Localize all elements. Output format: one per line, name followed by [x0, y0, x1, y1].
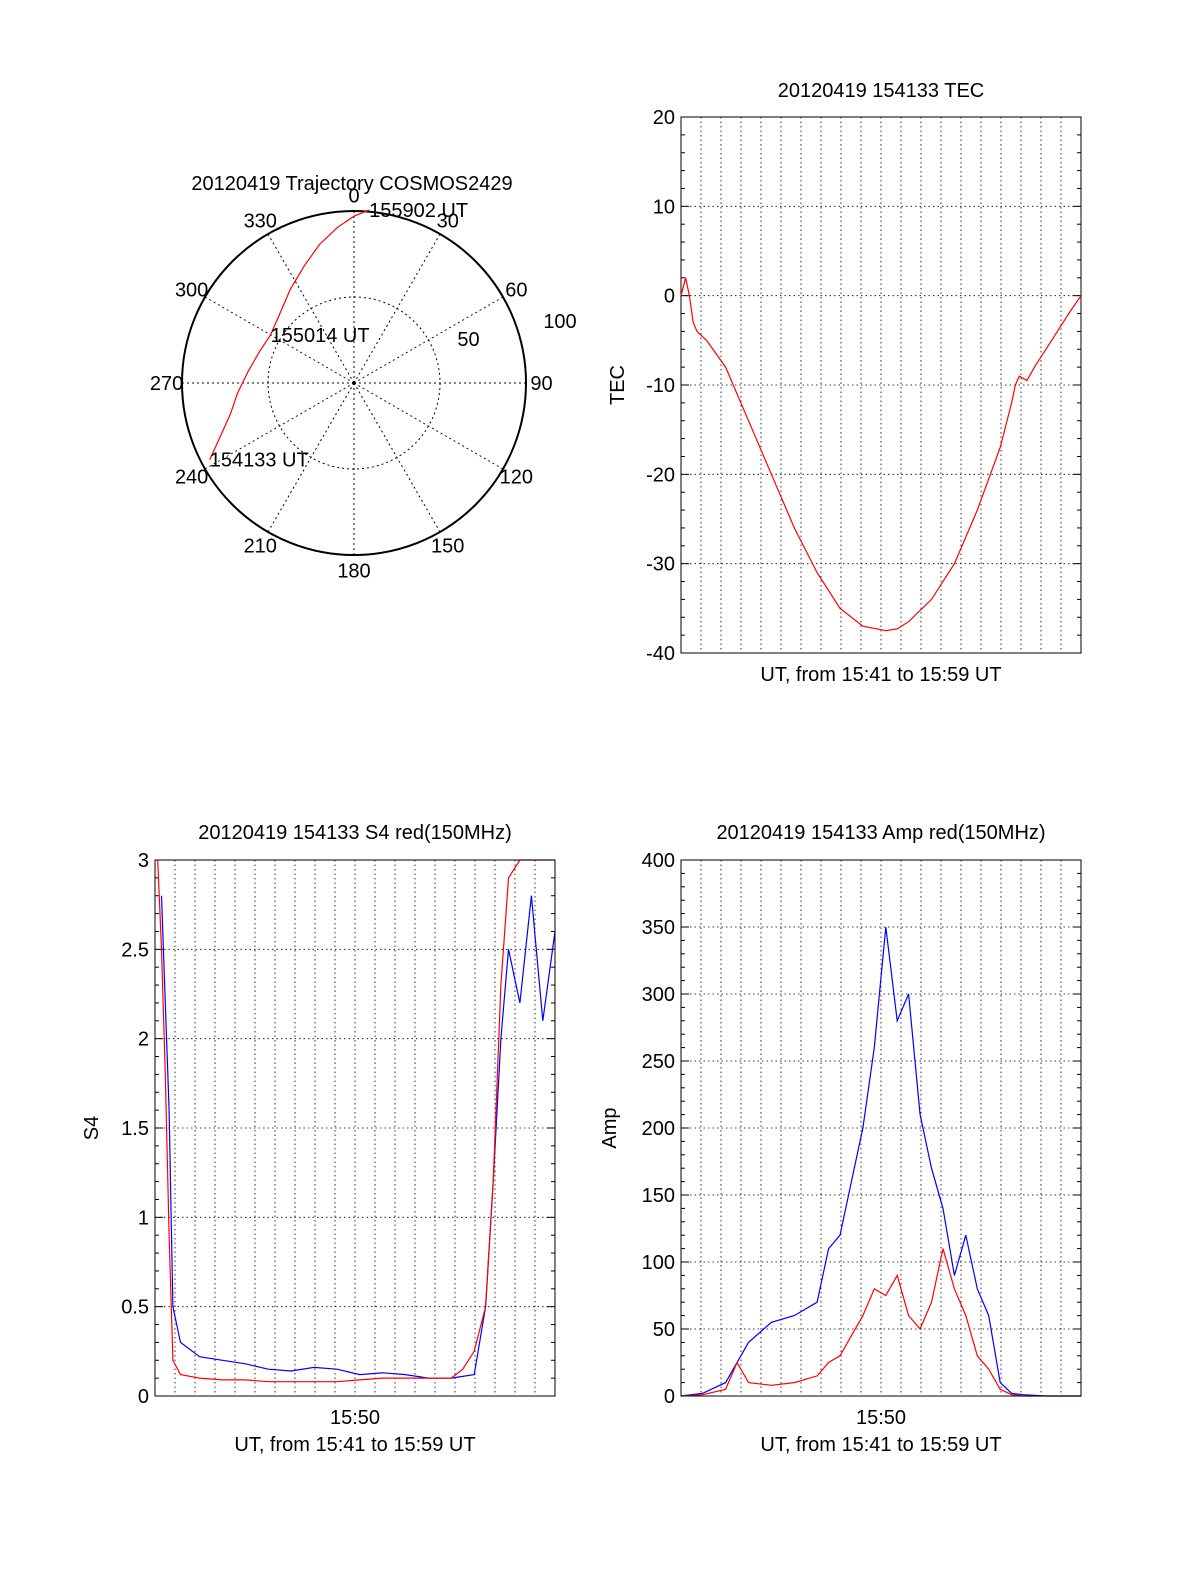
- azimuth-spoke: [204, 296, 355, 384]
- tec-y-tick-label: -40: [646, 643, 675, 665]
- tec-y-tick-label: 20: [653, 107, 675, 129]
- amp-y-tick-label: 400: [642, 850, 675, 872]
- azimuth-label: 60: [505, 279, 527, 301]
- azimuth-spoke: [267, 382, 355, 533]
- amp-y-axis-label: Amp: [599, 1107, 621, 1148]
- trajectory-grid: [181, 210, 527, 556]
- amp-series-blue: [680, 926, 1081, 1397]
- trajectory-panel: 20120419 Trajectory COSMOS2429 0 30 60 90 12…: [150, 173, 577, 582]
- s4-y-tick-labels: 3 2.5 2 1.5 1 0.5 0: [121, 850, 149, 1408]
- amp-y-tick-label: 250: [642, 1051, 675, 1073]
- amp-y-tick-label: 100: [642, 1252, 675, 1274]
- trajectory-title: 20120419 Trajectory COSMOS2429: [191, 173, 512, 195]
- s4-x-axis-label: UT, from 15:41 to 15:59 UT: [234, 1434, 475, 1456]
- s4-y-tick-label: 1: [138, 1207, 149, 1229]
- radial-label-100: 100: [543, 311, 576, 333]
- amp-y-tick-label: 350: [642, 917, 675, 939]
- azimuth-spoke: [267, 233, 355, 384]
- s4-series-red: [157, 859, 555, 1383]
- azimuth-label: 330: [244, 211, 277, 233]
- s4-y-tick-label: 0: [138, 1386, 149, 1408]
- amp-y-tick-label: 300: [642, 984, 675, 1006]
- azimuth-spoke: [353, 382, 504, 470]
- trajectory-annotations: 154133 UT 155014 UT 155902 UT: [210, 200, 468, 472]
- azimuth-spoke: [353, 233, 441, 384]
- radial-label-50: 50: [457, 329, 479, 351]
- amp-plot-frame: [680, 859, 1082, 1397]
- amp-y-tick-label: 0: [664, 1386, 675, 1408]
- tec-x-axis-label: UT, from 15:41 to 15:59 UT: [760, 664, 1001, 686]
- azimuth-label: 90: [530, 373, 552, 395]
- amp-y-tick-labels: 400 350 300 250 200 150 100 50 0: [642, 850, 675, 1408]
- amp-y-tick-label: 200: [642, 1118, 675, 1140]
- tec-y-tick-label: -30: [646, 554, 675, 576]
- s4-x-tick-label: 15:50: [330, 1407, 380, 1429]
- tec-panel: 20120419 154133 TEC 20 10 0 -10 -20 -30 -40 TE…: [607, 80, 1082, 686]
- azimuth-label: 120: [500, 467, 533, 489]
- tec-y-tick-labels: 20 10 0 -10 -20 -30 -40: [646, 107, 675, 665]
- s4-y-axis-label: S4: [81, 1116, 103, 1140]
- azimuth-label: 150: [431, 535, 464, 557]
- azimuth-label: 30: [437, 211, 459, 233]
- s4-y-tick-label: 1.5: [121, 1118, 149, 1140]
- amp-series-red: [680, 1248, 1081, 1397]
- azimuth-spoke: [353, 382, 441, 533]
- s4-plot-frame: [154, 859, 556, 1397]
- amp-grid: [681, 859, 1081, 1397]
- azimuth-label: 240: [175, 467, 208, 489]
- s4-panel: 20120419 154133 S4 red(150MHz) 3 2.5 2 1.5 1…: [81, 822, 556, 1456]
- tec-y-axis-label: TEC: [607, 365, 629, 405]
- azimuth-label: 0: [348, 186, 359, 208]
- s4-y-tick-label: 2: [138, 1029, 149, 1051]
- tec-series-red: [680, 277, 1082, 632]
- tec-plot-frame: [680, 116, 1082, 654]
- trajectory-track-red: [209, 209, 370, 460]
- tec-y-tick-label: 0: [664, 286, 675, 308]
- azimuth-spoke: [353, 296, 504, 384]
- tec-title: 20120419 154133 TEC: [778, 80, 984, 102]
- trajectory-time-annotation: 155902 UT: [369, 200, 468, 222]
- tec-y-tick-label: 10: [653, 196, 675, 218]
- trajectory-azimuth-labels: 0 30 60 90 120 150 180 210 240 270 300 330: [150, 186, 553, 583]
- trajectory-time-annotation: 154133 UT: [210, 450, 309, 472]
- s4-y-tick-label: 2.5: [121, 939, 149, 961]
- azimuth-label: 210: [244, 535, 277, 557]
- amp-panel: 20120419 154133 Amp red(150MHz) 400 350 30…: [599, 822, 1082, 1456]
- tec-y-tick-label: -20: [646, 464, 675, 486]
- amp-x-tick-label: 15:50: [856, 1407, 906, 1429]
- azimuth-label: 300: [175, 279, 208, 301]
- s4-grid: [155, 859, 555, 1397]
- amp-y-tick-label: 150: [642, 1185, 675, 1207]
- azimuth-spoke: [204, 382, 355, 470]
- tec-y-tick-label: -10: [646, 375, 675, 397]
- azimuth-label: 270: [150, 373, 183, 395]
- amp-y-tick-label: 50: [653, 1319, 675, 1341]
- azimuth-label: 180: [337, 560, 370, 582]
- amp-title: 20120419 154133 Amp red(150MHz): [716, 822, 1045, 844]
- s4-y-tick-label: 0.5: [121, 1297, 149, 1319]
- amp-x-axis-label: UT, from 15:41 to 15:59 UT: [760, 1434, 1001, 1456]
- trajectory-time-annotation: 155014 UT: [271, 325, 370, 347]
- s4-y-tick-label: 3: [138, 850, 149, 872]
- s4-series-blue: [160, 895, 556, 1379]
- s4-title: 20120419 154133 S4 red(150MHz): [198, 822, 512, 844]
- tec-grid: [681, 116, 1081, 654]
